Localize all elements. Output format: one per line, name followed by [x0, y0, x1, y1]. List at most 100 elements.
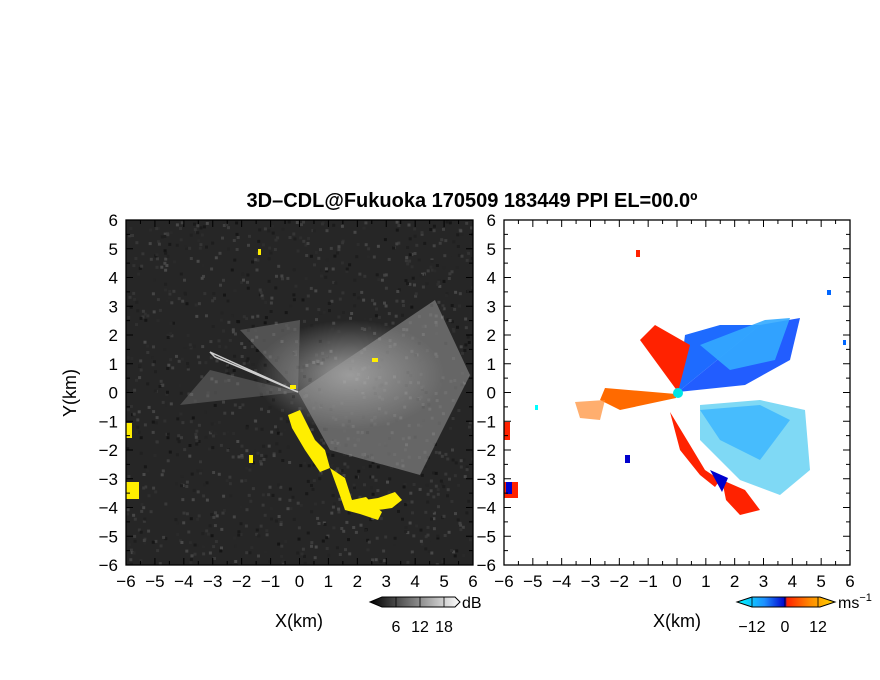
noise-speckle: [282, 559, 285, 563]
noise-speckle: [342, 311, 345, 314]
noise-speckle: [160, 265, 164, 269]
noise-speckle: [197, 514, 201, 518]
y-tick-label: −1: [99, 412, 118, 431]
noise-speckle: [331, 453, 335, 457]
noise-speckle: [442, 299, 446, 303]
noise-speckle: [153, 360, 156, 364]
noise-speckle: [219, 443, 223, 447]
x-tick-label: 5: [816, 572, 825, 591]
noise-speckle: [327, 553, 331, 557]
noise-speckle: [269, 251, 273, 255]
noise-speckle: [426, 492, 430, 496]
noise-speckle: [325, 229, 329, 233]
noise-speckle: [310, 484, 313, 487]
snr-echo-sector-west: [180, 370, 298, 405]
noise-speckle: [429, 228, 433, 231]
noise-speckle: [450, 549, 453, 552]
y-tick-label: 4: [487, 269, 496, 288]
y-tick-label: −5: [477, 527, 496, 546]
noise-speckle: [432, 511, 436, 515]
noise-speckle: [264, 316, 268, 320]
noise-speckle: [227, 226, 230, 230]
noise-speckle: [197, 423, 201, 427]
noise-speckle: [222, 432, 226, 436]
noise-speckle: [276, 431, 280, 435]
noise-speckle: [466, 335, 470, 339]
noise-speckle: [466, 348, 469, 352]
noise-speckle: [432, 224, 436, 228]
noise-speckle: [167, 471, 171, 475]
noise-speckle: [286, 445, 290, 449]
noise-speckle: [430, 517, 433, 521]
noise-speckle: [377, 315, 381, 319]
noise-speckle: [195, 314, 199, 318]
noise-speckle: [454, 461, 458, 465]
noise-speckle: [412, 534, 416, 538]
noise-speckle: [129, 558, 133, 562]
noise-speckle: [376, 489, 380, 493]
noise-speckle: [208, 524, 212, 528]
noise-speckle: [196, 231, 200, 235]
noise-speckle: [164, 257, 168, 261]
noise-speckle: [193, 222, 196, 226]
noise-speckle: [224, 369, 228, 373]
noise-speckle: [163, 348, 167, 352]
noise-speckle: [256, 451, 260, 455]
noise-speckle: [164, 502, 168, 506]
noise-speckle: [442, 514, 446, 518]
noise-speckle: [377, 278, 381, 282]
noise-speckle: [191, 498, 195, 502]
noise-speckle: [279, 523, 283, 526]
noise-speckle: [189, 320, 193, 324]
noise-speckle: [455, 549, 459, 553]
noise-speckle: [246, 329, 250, 332]
noise-speckle: [421, 285, 425, 289]
noise-speckle: [137, 430, 141, 434]
noise-speckle: [299, 503, 303, 507]
noise-speckle: [185, 485, 189, 488]
noise-speckle: [177, 297, 181, 301]
noise-speckle: [161, 469, 165, 473]
noise-speckle: [128, 234, 132, 238]
noise-speckle: [251, 315, 255, 319]
noise-speckle: [181, 484, 185, 487]
noise-speckle: [199, 243, 203, 247]
noise-speckle: [196, 517, 200, 521]
noise-speckle: [352, 526, 356, 529]
noise-speckle: [426, 269, 430, 273]
noise-speckle: [299, 464, 303, 468]
noise-speckle: [139, 316, 143, 320]
noise-speckle: [262, 444, 266, 448]
noise-speckle: [407, 223, 411, 227]
noise-speckle: [413, 234, 417, 238]
noise-speckle: [214, 256, 218, 260]
noise-speckle: [408, 521, 412, 525]
noise-speckle: [442, 307, 446, 311]
noise-speckle: [194, 432, 198, 436]
noise-speckle: [210, 534, 214, 538]
noise-speckle: [434, 484, 438, 488]
noise-speckle: [186, 362, 190, 365]
noise-speckle: [315, 506, 319, 510]
noise-speckle: [327, 301, 331, 305]
noise-speckle: [444, 239, 448, 243]
noise-speckle: [321, 539, 325, 543]
noise-speckle: [129, 548, 133, 552]
noise-speckle: [163, 261, 167, 265]
noise-speckle: [468, 425, 471, 429]
noise-speckle: [245, 466, 249, 470]
noise-speckle: [413, 227, 417, 231]
noise-speckle: [448, 221, 452, 225]
noise-speckle: [321, 500, 325, 504]
noise-speckle: [320, 222, 324, 226]
noise-speckle: [214, 431, 218, 435]
noise-speckle: [420, 473, 424, 477]
noise-speckle: [369, 317, 373, 321]
noise-speckle: [368, 464, 372, 468]
noise-speckle: [231, 328, 235, 332]
noise-speckle: [408, 253, 412, 257]
noise-speckle: [293, 327, 297, 331]
x-tick-label: −3: [581, 572, 600, 591]
colorbar-tick-label: 12: [809, 619, 827, 636]
noise-speckle: [406, 262, 410, 266]
